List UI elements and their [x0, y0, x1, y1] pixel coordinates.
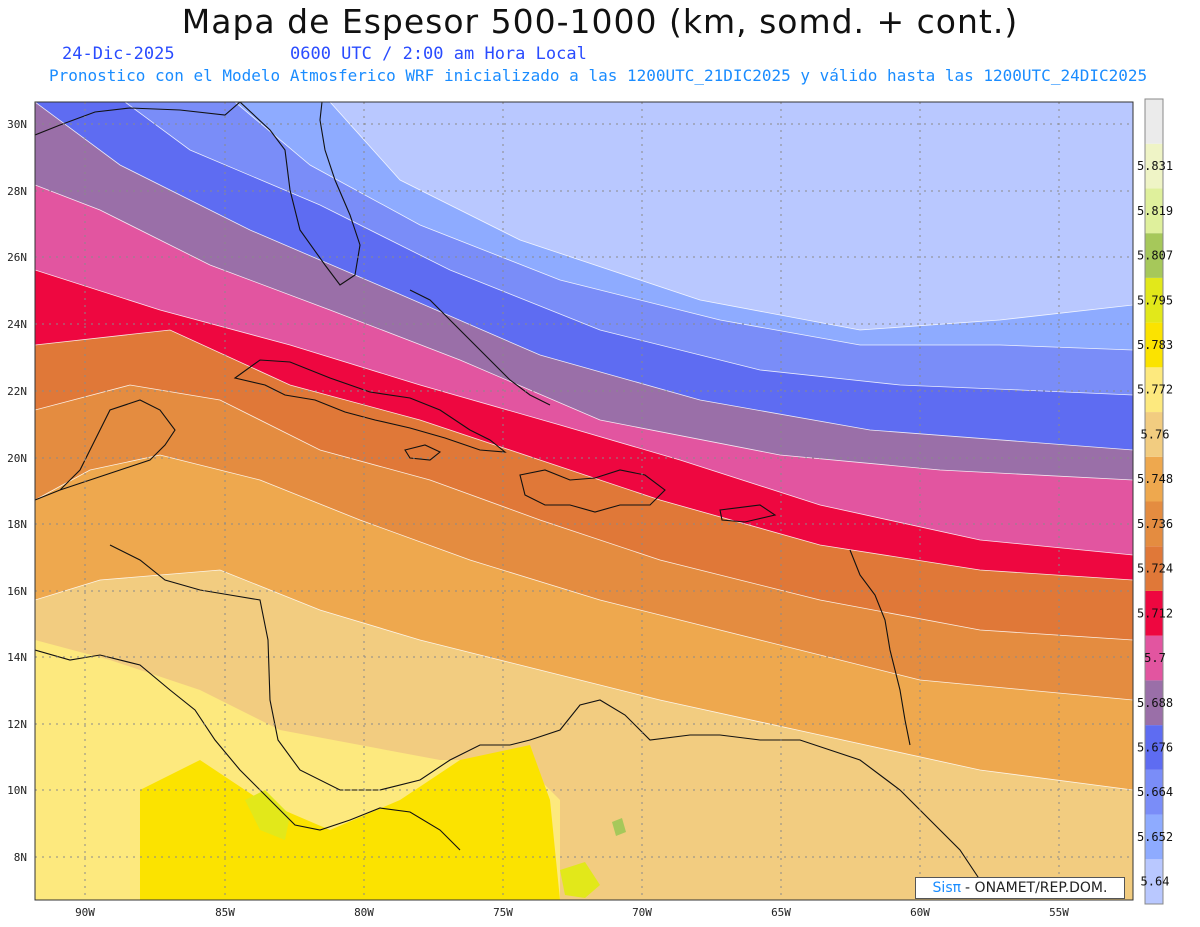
coastlines: [35, 102, 981, 881]
colorbar-label: 5.736: [1137, 517, 1173, 531]
sis-logo-text: Sisπ: [932, 880, 962, 896]
colorbar-swatch: [1145, 143, 1163, 189]
colorbar-swatch: [1145, 501, 1163, 547]
colorbar-swatch: [1145, 367, 1163, 413]
jamaica-coast: [404, 444, 442, 461]
colorbar-label: 5.819: [1137, 204, 1173, 218]
caribbean-central-america-coast: [109, 544, 510, 791]
colorbar-label: 5.676: [1137, 740, 1173, 754]
colorbar-label: 5.724: [1137, 562, 1173, 576]
colorbar-label: 5.831: [1137, 159, 1173, 173]
lat-tick: 24N: [7, 318, 27, 331]
colorbar-swatch: [1145, 322, 1163, 368]
lon-tick: 60W: [910, 906, 930, 919]
colorbar-swatch: [1145, 859, 1163, 904]
colorbar-swatch: [1145, 233, 1163, 278]
bahamas: [409, 289, 551, 406]
lat-tick: 28N: [7, 185, 27, 198]
map-title: Mapa de Espesor 500-1000 (km, somd. + co…: [181, 2, 1019, 41]
lon-tick: 80W: [354, 906, 374, 919]
model-note: Pronostico con el Modelo Atmosferico WRF…: [49, 66, 1148, 85]
colorbar: 5.64 5.652 5.664 5.676 5.688 5.7 5.712 5.724 5.7…: [1137, 98, 1173, 905]
lon-tick: 65W: [771, 906, 791, 919]
colorbar-swatch: [1145, 99, 1163, 144]
colorbar-label: 5.772: [1137, 383, 1173, 397]
colorbar-label: 5.652: [1137, 830, 1173, 844]
lon-tick: 75W: [493, 906, 513, 919]
map-frame: [34, 101, 1134, 901]
lat-tick: 20N: [7, 452, 27, 465]
lon-tick: 55W: [1049, 906, 1069, 919]
colorbar-swatch: [1145, 277, 1163, 323]
lon-tick: 90W: [75, 906, 95, 919]
florida-coast: [239, 102, 361, 286]
colorbar-swatch: [1145, 456, 1163, 502]
colorbar-swatch: [1145, 188, 1163, 234]
puerto-rico-coast: [719, 504, 777, 523]
lesser-antilles: [849, 549, 911, 746]
colorbar-label: 5.76: [1141, 427, 1170, 441]
forecast-date: 24-Dic-2025: [62, 44, 175, 64]
colorbar-label: 5.795: [1137, 293, 1173, 307]
colorbar-swatch: [1145, 769, 1163, 815]
credit-text: - ONAMET/REP.DOM.: [965, 880, 1108, 896]
lat-tick: 16N: [7, 585, 27, 598]
gulf-coast: [35, 102, 241, 136]
colorbar-label: 5.712: [1137, 606, 1173, 620]
colorbar-label: 5.664: [1137, 785, 1173, 799]
colorbar-label: 5.7: [1144, 651, 1166, 665]
cuba-coast: [233, 359, 507, 453]
colorbar-swatch: [1145, 412, 1163, 457]
yucatan-coast: [35, 399, 176, 501]
colorbar-swatch: [1145, 635, 1163, 681]
forecast-time: 0600 UTC / 2:00 am Hora Local: [290, 44, 587, 64]
credit-box: Sisπ - ONAMET/REP.DOM.: [915, 877, 1125, 899]
hispaniola-coast: [519, 469, 666, 513]
colorbar-swatch: [1145, 814, 1163, 860]
graticule: [35, 102, 1133, 900]
colorbar-label: 5.783: [1137, 338, 1173, 352]
lat-tick: 8N: [14, 851, 27, 864]
lat-tick: 14N: [7, 651, 27, 664]
colorbar-swatch: [1145, 680, 1163, 726]
lat-tick-labels: 30N 28N 26N 24N 22N 20N 18N 16N 14N 12N …: [7, 118, 27, 864]
colorbar-frame: [1144, 98, 1164, 905]
lat-tick: 12N: [7, 718, 27, 731]
lat-tick: 10N: [7, 784, 27, 797]
colorbar-swatch: [1145, 725, 1163, 770]
lon-tick-labels: 90W 85W 80W 75W 70W 65W 60W 55W: [75, 906, 1069, 919]
thickness-contours: [35, 102, 1133, 791]
colorbar-swatch: [1145, 546, 1163, 591]
lat-tick: 30N: [7, 118, 27, 131]
colorbar-swatch: [1145, 590, 1163, 636]
lat-tick: 18N: [7, 518, 27, 531]
lon-tick: 85W: [215, 906, 235, 919]
lat-tick: 22N: [7, 385, 27, 398]
colorbar-label: 5.748: [1137, 472, 1173, 486]
thickness-bands: [35, 102, 1133, 900]
colorbar-label: 5.688: [1137, 696, 1173, 710]
central-america-coast: [35, 649, 461, 851]
lon-tick: 70W: [632, 906, 652, 919]
lat-tick: 26N: [7, 251, 27, 264]
colorbar-label: 5.807: [1137, 249, 1173, 263]
colorbar-label: 5.64: [1141, 875, 1170, 889]
